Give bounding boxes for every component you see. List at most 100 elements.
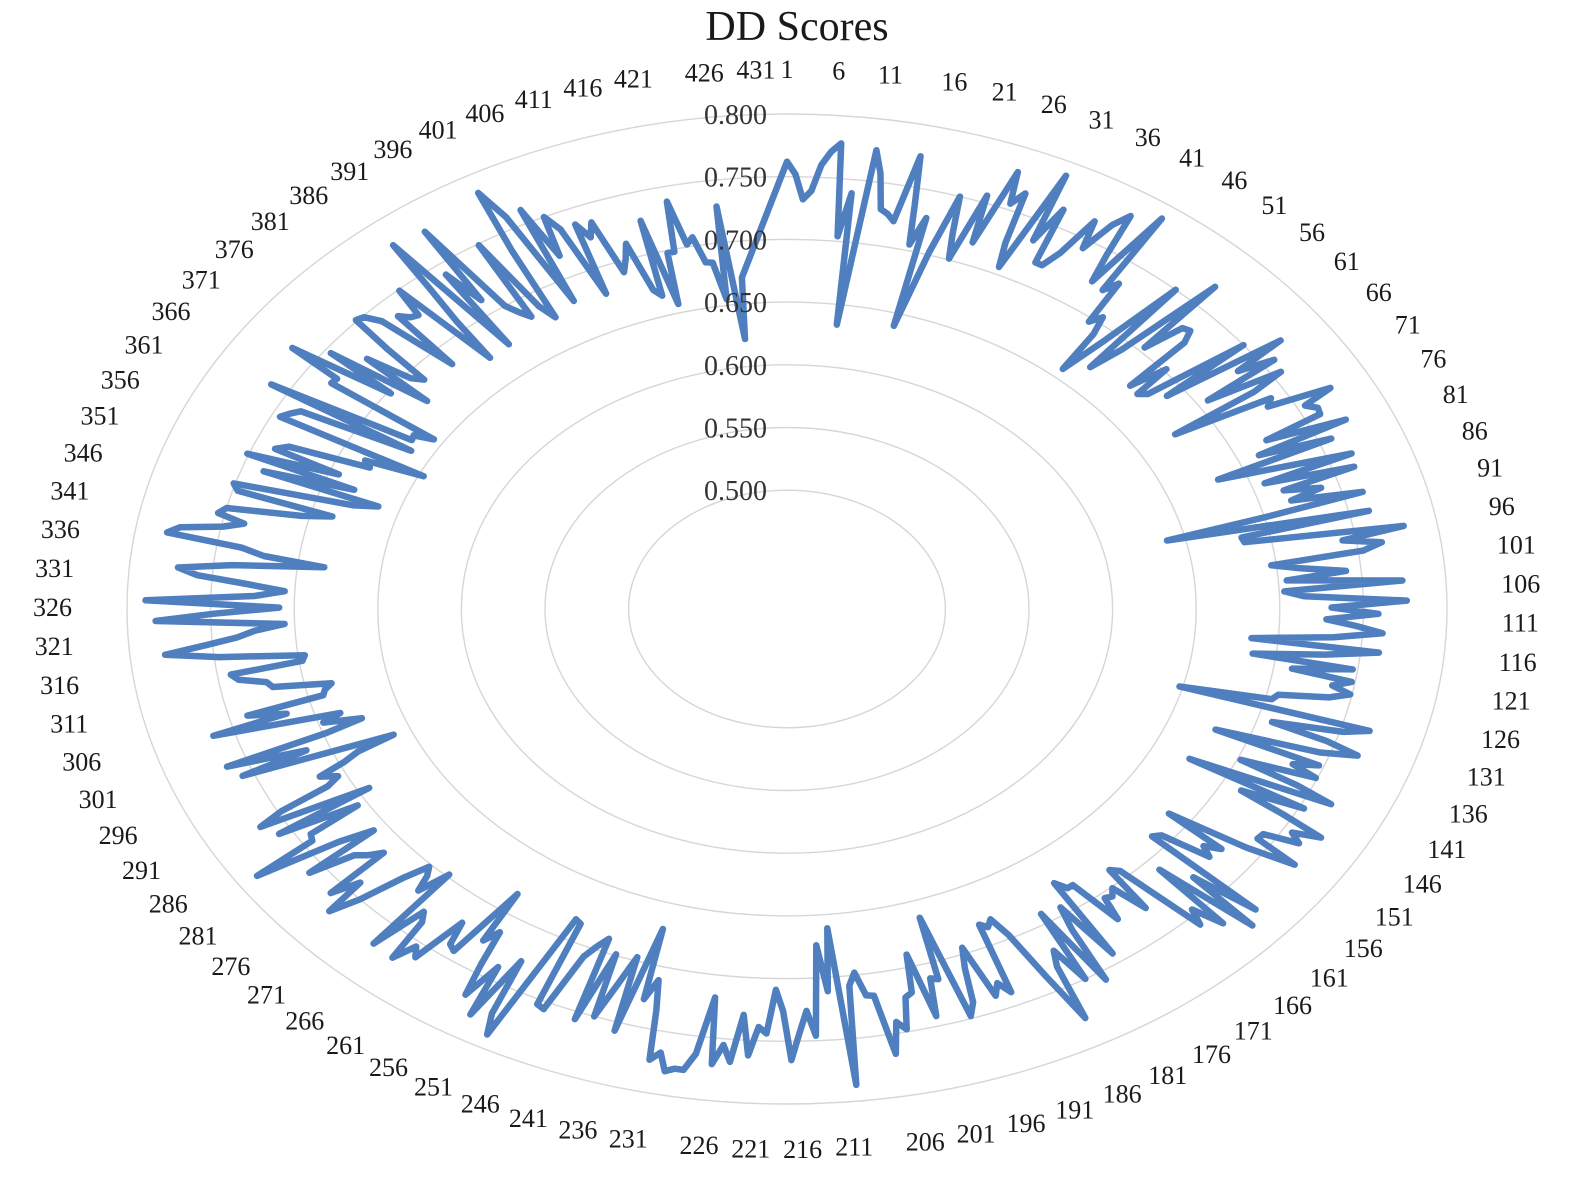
category-label: 131 xyxy=(1467,763,1506,792)
category-label: 341 xyxy=(50,477,89,506)
chart-title: DD Scores xyxy=(705,4,888,50)
category-label: 211 xyxy=(835,1133,873,1162)
category-label: 416 xyxy=(563,73,602,102)
category-label: 21 xyxy=(992,78,1018,107)
category-label: 1 xyxy=(781,55,794,84)
radial-tick-labels: 0.500 0.550 0.600 0.650 0.700 0.750 0.800 xyxy=(704,100,767,507)
radial-gridlines xyxy=(126,113,1448,1105)
category-label: 51 xyxy=(1261,191,1287,220)
category-label: 26 xyxy=(1041,90,1067,119)
category-label: 356 xyxy=(101,366,140,395)
category-label: 66 xyxy=(1366,278,1392,307)
category-label: 396 xyxy=(373,135,412,164)
category-label: 386 xyxy=(289,181,328,210)
category-label: 186 xyxy=(1103,1080,1142,1109)
category-label: 246 xyxy=(461,1090,500,1119)
category-label: 306 xyxy=(62,748,101,777)
category-label: 351 xyxy=(81,402,120,431)
category-label: 181 xyxy=(1148,1061,1187,1090)
category-label: 421 xyxy=(614,65,653,94)
category-label: 216 xyxy=(783,1135,822,1164)
radial-gridline xyxy=(544,426,1030,792)
category-label: 321 xyxy=(35,632,74,661)
category-label: 116 xyxy=(1499,648,1537,677)
category-label: 46 xyxy=(1221,166,1247,195)
category-label: 81 xyxy=(1443,380,1469,409)
category-label: 16 xyxy=(941,68,967,97)
category-label: 176 xyxy=(1192,1040,1231,1069)
radial-tick-label: 0.650 xyxy=(704,288,767,319)
category-label: 86 xyxy=(1462,416,1488,445)
category-label: 226 xyxy=(680,1131,719,1160)
radial-tick-label: 0.750 xyxy=(704,163,767,194)
radial-tick-label: 0.800 xyxy=(704,100,767,131)
category-label: 431 xyxy=(736,56,775,85)
category-label: 366 xyxy=(152,297,191,326)
category-label: 391 xyxy=(330,157,369,186)
category-label: 121 xyxy=(1492,687,1531,716)
category-label: 136 xyxy=(1449,799,1488,828)
category-label: 251 xyxy=(414,1072,453,1101)
category-label: 301 xyxy=(79,785,118,814)
category-label: 326 xyxy=(33,593,72,622)
category-label: 411 xyxy=(515,85,553,114)
category-label: 91 xyxy=(1477,454,1503,483)
category-label: 96 xyxy=(1489,492,1515,521)
category-label: 101 xyxy=(1497,531,1536,560)
category-label: 221 xyxy=(731,1134,770,1163)
series-line xyxy=(142,140,1411,1089)
category-label: 401 xyxy=(419,116,458,145)
category-label: 206 xyxy=(906,1128,945,1157)
category-label: 261 xyxy=(326,1031,365,1060)
radial-tick-label: 0.550 xyxy=(704,414,767,445)
category-label: 271 xyxy=(247,980,286,1009)
category-label: 336 xyxy=(41,515,80,544)
category-label: 61 xyxy=(1334,247,1360,276)
category-label: 241 xyxy=(509,1104,548,1133)
category-label: 256 xyxy=(369,1053,408,1082)
category-label: 311 xyxy=(50,710,88,739)
category-label: 346 xyxy=(64,439,103,468)
category-label: 126 xyxy=(1481,725,1520,754)
category-label: 381 xyxy=(251,207,290,236)
category-label: 276 xyxy=(211,952,250,981)
category-label: 41 xyxy=(1179,143,1205,172)
category-labels: 1 6 11 16 21 26313641465156616671768186919610… xyxy=(33,55,1540,1164)
category-label: 36 xyxy=(1135,123,1161,152)
category-label: 106 xyxy=(1501,570,1540,599)
radial-gridline xyxy=(126,113,1448,1105)
radial-tick-label: 0.700 xyxy=(704,225,767,256)
category-label: 361 xyxy=(125,331,164,360)
category-label: 141 xyxy=(1427,835,1466,864)
series-layer xyxy=(142,140,1411,1089)
category-label: 291 xyxy=(122,856,161,885)
radial-tick-label: 0.500 xyxy=(704,476,767,507)
category-label: 376 xyxy=(215,235,254,264)
category-label: 406 xyxy=(465,99,504,128)
category-label: 371 xyxy=(182,265,221,294)
category-label: 171 xyxy=(1234,1017,1273,1046)
category-label: 331 xyxy=(35,554,74,583)
category-label: 31 xyxy=(1089,105,1115,134)
radial-tick-label: 0.600 xyxy=(704,351,767,382)
category-label: 316 xyxy=(40,671,79,700)
category-label: 231 xyxy=(609,1125,648,1154)
category-label: 71 xyxy=(1395,310,1421,339)
category-label: 426 xyxy=(685,59,724,88)
radial-gridline xyxy=(460,364,1114,854)
category-label: 76 xyxy=(1420,344,1446,373)
category-label: 151 xyxy=(1375,903,1414,932)
category-label: 236 xyxy=(558,1116,597,1145)
category-label: 191 xyxy=(1055,1096,1094,1125)
category-label: 156 xyxy=(1344,934,1383,963)
category-label: 201 xyxy=(957,1120,996,1149)
category-label: 146 xyxy=(1403,870,1442,899)
radial-gridline xyxy=(627,489,947,729)
category-label: 266 xyxy=(285,1007,324,1036)
category-label: 166 xyxy=(1273,991,1312,1020)
category-label: 286 xyxy=(149,890,188,919)
radial-gridline xyxy=(377,301,1197,917)
radial-gridline xyxy=(293,238,1281,980)
category-label: 196 xyxy=(1007,1109,1046,1138)
